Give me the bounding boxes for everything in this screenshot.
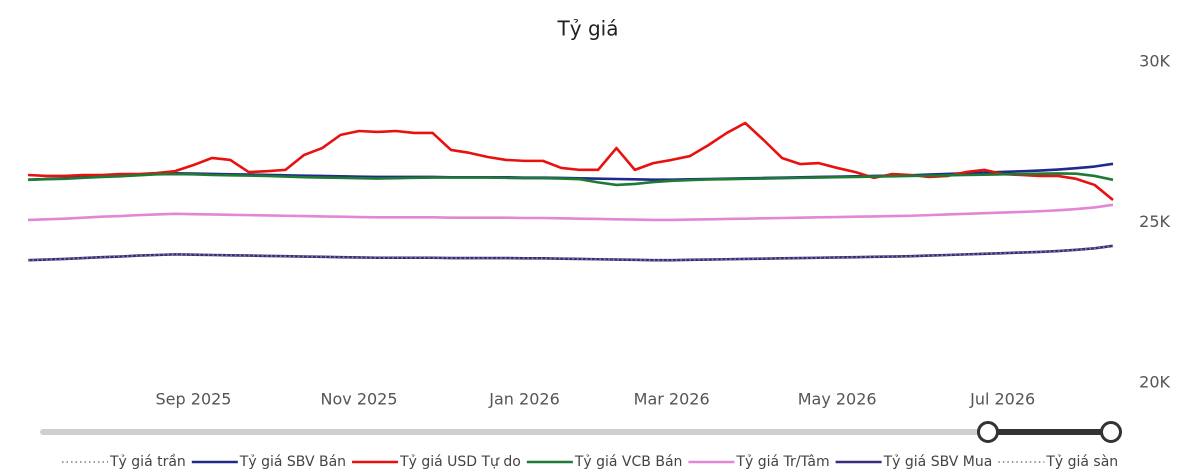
chart-title: Tỷ giá bbox=[557, 17, 619, 41]
legend-item[interactable]: Tỷ giá USD Tự do bbox=[352, 454, 521, 469]
legend-item[interactable]: Tỷ giá Tr/Tâm bbox=[688, 454, 830, 469]
legend-item[interactable]: Tỷ giá VCB Bán bbox=[526, 454, 683, 469]
series-line bbox=[27, 172, 1114, 187]
legend-label: Tỷ giá SBV Bán bbox=[239, 454, 346, 469]
legend-item[interactable]: Tỷ giá SBV Mua bbox=[835, 454, 993, 469]
legend-item[interactable]: Tỷ giá trần bbox=[62, 454, 186, 469]
x-tick-label: Jan 2026 bbox=[488, 390, 559, 409]
x-tick-label: Jul 2026 bbox=[969, 390, 1035, 409]
series-line bbox=[27, 121, 1114, 202]
range-slider[interactable] bbox=[40, 421, 1122, 443]
y-tick-label: 30K bbox=[1139, 52, 1170, 71]
slider-selection bbox=[988, 429, 1111, 435]
legend-item[interactable]: Tỷ giá SBV Bán bbox=[191, 454, 346, 469]
legend-label: Tỷ giá SBV Mua bbox=[883, 454, 993, 469]
series-line bbox=[27, 203, 1114, 222]
legend-item[interactable]: Tỷ giá sàn bbox=[998, 454, 1118, 469]
legend-label: Tỷ giá sàn bbox=[1045, 454, 1118, 469]
series-line bbox=[27, 245, 1114, 261]
legend-label: Tỷ giá VCB Bán bbox=[574, 454, 683, 469]
y-tick-label: 25K bbox=[1139, 212, 1170, 231]
legend-label: Tỷ giá trần bbox=[109, 454, 186, 469]
slider-handle-start[interactable] bbox=[977, 421, 999, 443]
x-tick-label: Mar 2026 bbox=[634, 390, 710, 409]
slider-handle-end[interactable] bbox=[1100, 421, 1122, 443]
legend-label: Tỷ giá USD Tự do bbox=[399, 454, 521, 469]
x-tick-label: May 2026 bbox=[798, 390, 877, 409]
series-line bbox=[27, 244, 1114, 262]
legend-label: Tỷ giá Tr/Tâm bbox=[735, 454, 829, 469]
x-tick-label: Sep 2025 bbox=[156, 390, 232, 409]
slider-track bbox=[40, 429, 1112, 435]
y-tick-label: 20K bbox=[1139, 373, 1170, 392]
x-tick-label: Nov 2025 bbox=[321, 390, 398, 409]
